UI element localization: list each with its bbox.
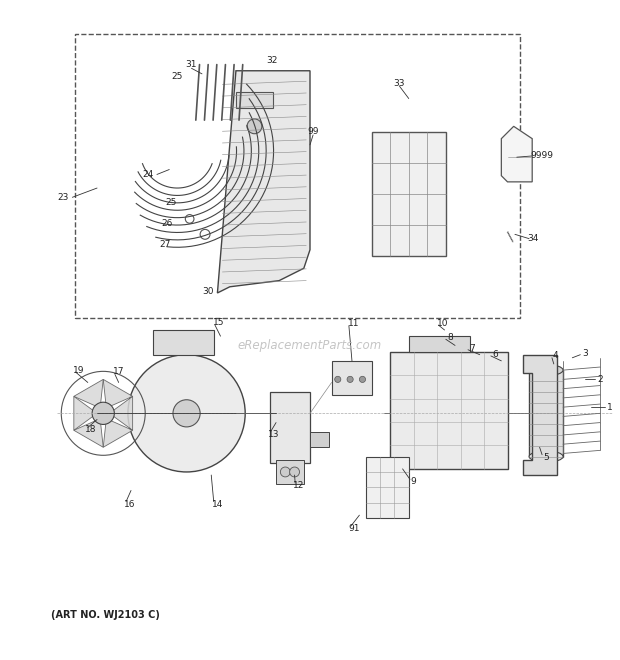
Text: 31: 31 (186, 60, 197, 69)
Polygon shape (104, 379, 133, 408)
Ellipse shape (529, 364, 563, 376)
Polygon shape (74, 397, 97, 430)
Text: 26: 26 (161, 219, 172, 228)
Bar (236, 92, 273, 108)
Text: 33: 33 (394, 79, 405, 88)
Text: 16: 16 (124, 500, 136, 509)
Circle shape (92, 402, 114, 424)
Text: 17: 17 (113, 368, 125, 376)
Text: 91: 91 (348, 524, 360, 533)
Polygon shape (74, 418, 104, 447)
Polygon shape (523, 354, 557, 475)
Polygon shape (74, 379, 104, 408)
Text: 10: 10 (437, 319, 448, 328)
Text: 9: 9 (411, 477, 417, 486)
Text: 25: 25 (166, 199, 177, 207)
Circle shape (335, 376, 341, 382)
Bar (366, 457, 409, 518)
Bar (332, 361, 372, 395)
Text: eReplacementParts.com: eReplacementParts.com (238, 339, 382, 352)
Ellipse shape (529, 451, 563, 462)
Text: 9999: 9999 (530, 151, 553, 160)
Text: 13: 13 (268, 430, 280, 440)
Text: /: / (505, 230, 518, 244)
Bar (390, 352, 508, 469)
Text: 7: 7 (469, 344, 475, 353)
Text: 4: 4 (553, 351, 559, 360)
Bar (372, 133, 446, 256)
Text: 1: 1 (606, 403, 612, 412)
Text: (ART NO. WJ2103 C): (ART NO. WJ2103 C) (51, 610, 159, 620)
Text: 5: 5 (543, 453, 549, 462)
Text: 3: 3 (582, 349, 588, 358)
Text: 11: 11 (347, 319, 359, 328)
Circle shape (347, 376, 353, 382)
Text: 15: 15 (213, 318, 224, 327)
Text: 19: 19 (73, 366, 84, 375)
Text: 18: 18 (85, 426, 97, 434)
Text: 2: 2 (597, 375, 603, 384)
Text: 23: 23 (58, 193, 69, 202)
Circle shape (280, 467, 290, 477)
Circle shape (128, 354, 245, 472)
Bar (153, 330, 215, 354)
Circle shape (360, 376, 366, 382)
Text: 12: 12 (293, 481, 304, 490)
Text: 14: 14 (211, 500, 223, 509)
Text: 32: 32 (266, 56, 277, 65)
Bar (529, 370, 563, 457)
Bar (409, 336, 471, 352)
Bar (270, 392, 310, 463)
Polygon shape (502, 126, 532, 182)
Bar (310, 432, 329, 447)
Polygon shape (104, 418, 133, 447)
Text: 8: 8 (447, 333, 453, 342)
Polygon shape (218, 71, 310, 293)
Text: 25: 25 (172, 73, 183, 81)
Text: 34: 34 (528, 234, 539, 243)
Circle shape (173, 400, 200, 427)
Circle shape (247, 119, 262, 134)
Text: 30: 30 (202, 286, 214, 296)
Text: 6: 6 (492, 350, 498, 359)
Circle shape (290, 467, 299, 477)
Text: 99: 99 (308, 127, 319, 136)
Polygon shape (109, 397, 133, 430)
Bar (276, 459, 304, 484)
Text: 24: 24 (143, 170, 154, 179)
Text: 27: 27 (159, 240, 170, 249)
